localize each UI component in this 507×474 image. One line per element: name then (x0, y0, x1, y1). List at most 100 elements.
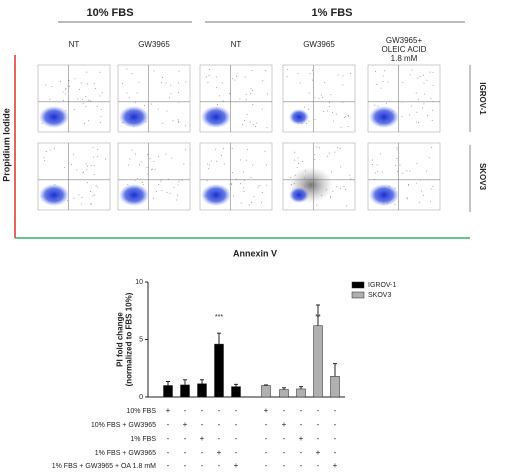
event-dot (430, 98, 432, 100)
event-dot (95, 185, 97, 187)
event-dot (411, 69, 413, 71)
event-dot (158, 184, 160, 186)
event-dot (131, 73, 133, 75)
event-dot (332, 190, 334, 192)
event-dot (57, 198, 59, 200)
event-dot (126, 68, 128, 70)
condition-sign: - (334, 434, 337, 443)
panels: NT GW3965 NT GW3965 GW3965+ OLEIC ACID 1.8 mM I… (37, 36, 487, 211)
event-dot (382, 75, 384, 77)
event-dot (429, 71, 431, 73)
event-dot (216, 111, 218, 113)
event-dot (146, 153, 148, 155)
condition-sign: - (334, 448, 337, 457)
event-dot (262, 80, 264, 82)
event-dot (44, 160, 46, 162)
condition-sign: - (235, 448, 238, 457)
event-dot (207, 82, 209, 84)
event-dot (136, 178, 138, 180)
event-dot (133, 125, 135, 127)
event-dot (73, 153, 75, 155)
event-dot (248, 204, 250, 206)
event-dot (142, 183, 144, 185)
bar (180, 384, 190, 398)
event-dot (68, 79, 70, 81)
event-dot (416, 163, 418, 165)
event-dot (204, 195, 206, 197)
event-dot (396, 158, 398, 160)
event-dot (129, 158, 131, 160)
column-label: GW3965+ OLEIC ACID 1.8 mM (382, 36, 427, 63)
event-dot (155, 190, 157, 192)
event-dot (418, 98, 420, 100)
event-dot (215, 76, 217, 78)
y-tick-label: 10 (135, 279, 143, 286)
event-dot (216, 108, 218, 110)
event-dot (97, 186, 99, 188)
event-dot (308, 108, 310, 110)
event-dot (314, 118, 316, 120)
event-dot (251, 89, 253, 91)
bar (214, 343, 224, 398)
event-dot (73, 197, 75, 199)
event-dot (260, 202, 262, 204)
event-dot (99, 71, 101, 73)
event-dot (138, 81, 140, 83)
event-dot (266, 184, 268, 186)
event-dot (160, 82, 162, 84)
condition-sign: - (317, 420, 320, 429)
flow-panel (117, 64, 191, 133)
event-dot (86, 83, 88, 85)
event-dot (185, 148, 187, 150)
event-dot (424, 93, 426, 95)
event-cloud (201, 184, 231, 206)
event-dot (206, 163, 208, 165)
event-dot (92, 195, 94, 197)
event-dot (309, 73, 311, 75)
event-dot (428, 179, 430, 181)
event-dot (415, 182, 417, 184)
event-dot (265, 164, 267, 166)
event-dot (88, 120, 90, 122)
event-dot (64, 166, 66, 168)
event-dot (345, 115, 347, 117)
event-dot (168, 97, 170, 99)
event-dot (167, 178, 169, 180)
significance: *** (215, 314, 223, 321)
event-dot (93, 174, 95, 176)
event-dot (99, 122, 101, 124)
event-dot (416, 111, 418, 113)
event-dot (261, 191, 263, 193)
event-dot (244, 76, 246, 78)
event-dot (308, 120, 310, 122)
event-dot (93, 194, 95, 196)
event-dot (100, 109, 102, 111)
event-dot (406, 197, 408, 199)
event-dot (82, 102, 84, 104)
condition-sign: - (167, 461, 170, 469)
event-dot (397, 149, 399, 151)
event-dot (150, 169, 152, 171)
event-dot (406, 170, 408, 172)
event-dot (100, 116, 102, 118)
event-dot (311, 69, 313, 71)
condition-sign: - (218, 406, 221, 415)
bar (163, 385, 173, 398)
condition-sign: + (200, 434, 205, 443)
event-dot (60, 80, 62, 82)
event-dot (67, 85, 69, 87)
condition-sign: - (283, 461, 286, 469)
event-dot (73, 109, 75, 111)
event-dot (431, 119, 433, 121)
event-dot (233, 195, 235, 197)
event-dot (395, 165, 397, 167)
event-dot (380, 87, 382, 89)
event-dot (136, 92, 138, 94)
event-cloud (201, 106, 231, 128)
event-dot (314, 97, 316, 99)
event-dot (222, 100, 224, 102)
event-dot (376, 164, 378, 166)
event-dot (347, 126, 349, 128)
column-label: GW3965 (138, 40, 170, 49)
condition-sign: - (283, 406, 286, 415)
